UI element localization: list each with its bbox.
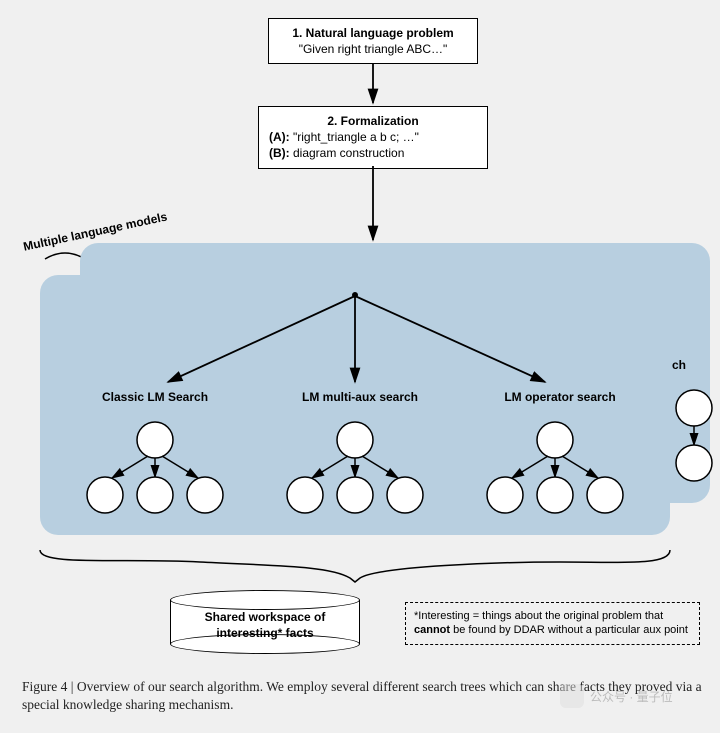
box2-line-b: (B): diagram construction xyxy=(269,145,477,161)
big-brace xyxy=(40,550,670,582)
note-pre: *Interesting = things about the original… xyxy=(414,610,663,622)
box-formalization: 2. Formalization (A): "right_triangle a … xyxy=(258,106,488,169)
box1-title: 1. Natural language problem xyxy=(279,25,467,41)
box-nl-problem: 1. Natural language problem "Given right… xyxy=(268,18,478,64)
tree2-label: LM multi-aux search xyxy=(280,390,440,404)
box1-sub: "Given right triangle ABC…" xyxy=(279,41,467,57)
box2-a-label: (A): xyxy=(269,130,290,144)
note-interesting: *Interesting = things about the original… xyxy=(405,602,700,645)
cylinder-line1: Shared workspace of xyxy=(205,610,326,624)
box2-a-text: "right_triangle a b c; …" xyxy=(290,130,419,144)
watermark-icon xyxy=(560,684,584,708)
diagram-area: 1. Natural language problem "Given right… xyxy=(0,0,720,665)
box2-b-label: (B): xyxy=(269,146,290,160)
panel-front xyxy=(40,275,670,535)
box2-line-a: (A): "right_triangle a b c; …" xyxy=(269,129,477,145)
cylinder-line2: interesting* facts xyxy=(216,626,313,640)
box2-title: 2. Formalization xyxy=(269,113,477,129)
box2-b-text: diagram construction xyxy=(290,146,405,160)
tree3-label: LM operator search xyxy=(480,390,640,404)
watermark-text: 公众号 · 量子位 xyxy=(590,688,673,705)
tree-back-label-frag: ch xyxy=(672,358,686,372)
tree1-label: Classic LM Search xyxy=(80,390,230,404)
note-post: be found by DDAR without a particular au… xyxy=(450,624,688,636)
note-bold: cannot xyxy=(414,624,450,636)
cylinder-shared-workspace: Shared workspace of interesting* facts xyxy=(170,590,360,654)
